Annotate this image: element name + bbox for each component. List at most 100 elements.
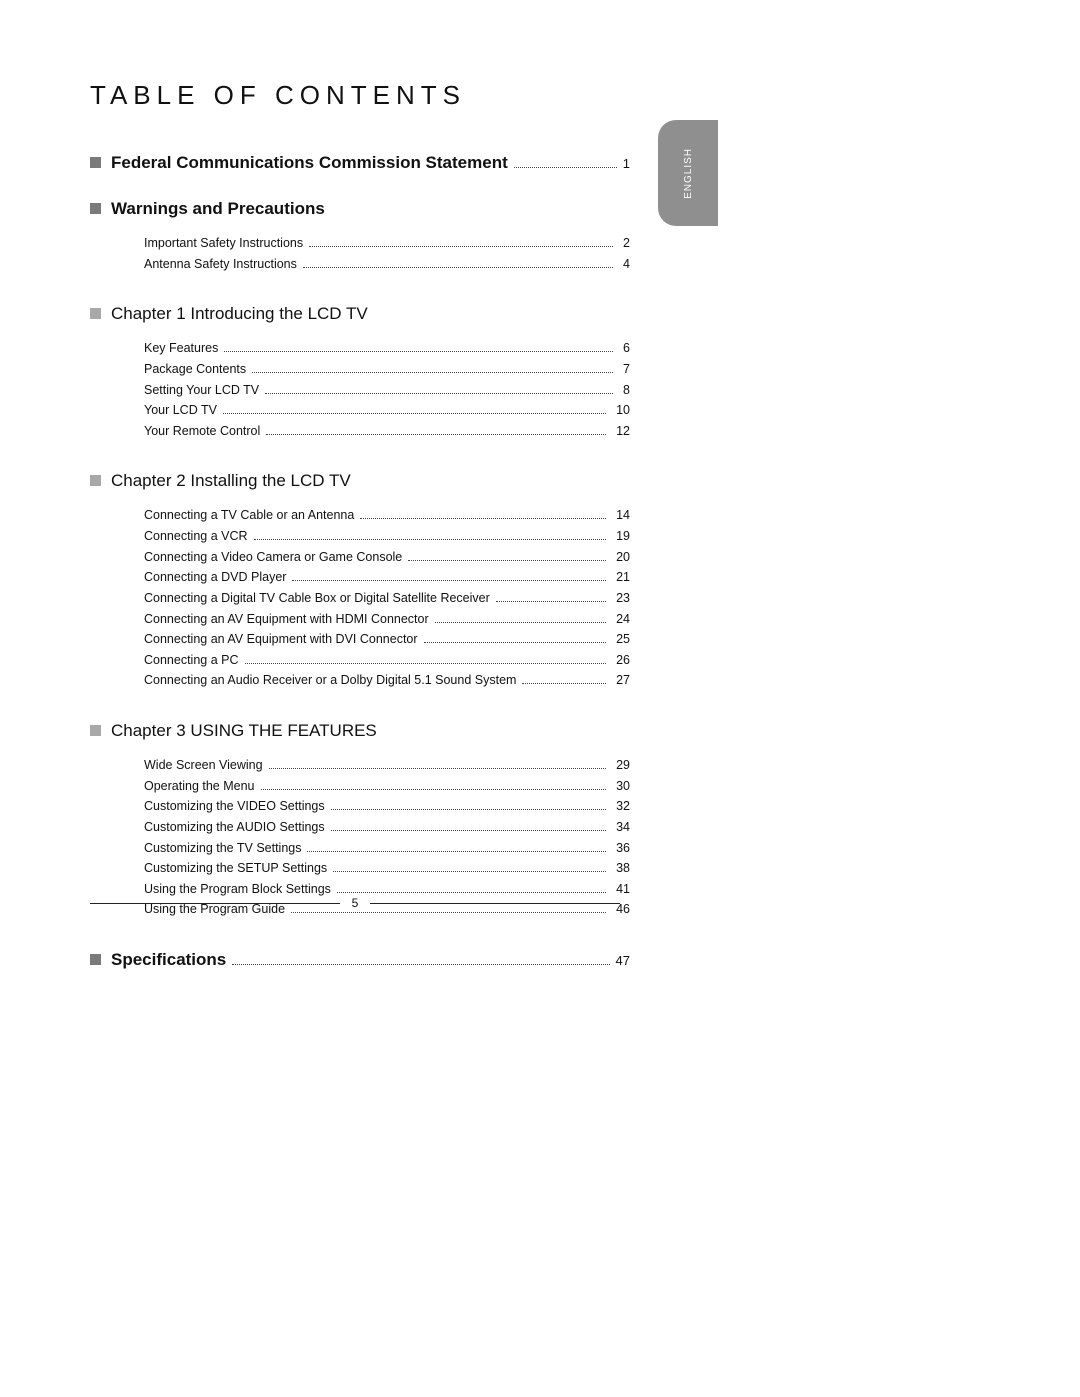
dot-leader	[254, 539, 607, 540]
dot-leader	[252, 372, 613, 373]
dot-leader	[292, 580, 606, 581]
toc-subitem-page: 2	[619, 233, 630, 254]
dot-leader	[424, 642, 607, 643]
bullet-icon	[90, 308, 101, 319]
toc-subitem: Connecting an AV Equipment with DVI Conn…	[144, 629, 630, 650]
toc-subitem: Connecting a VCR 19	[144, 526, 630, 547]
toc-subitem-page: 26	[612, 650, 630, 671]
footer-rule-left	[90, 903, 340, 904]
toc-section: Specifications 47	[90, 950, 630, 970]
toc-subitem-page: 14	[612, 505, 630, 526]
bullet-icon	[90, 954, 101, 965]
toc-section: Chapter 3 USING THE FEATURES	[90, 721, 630, 741]
toc-subitem-page: 7	[619, 359, 630, 380]
toc-subitem-label: Your Remote Control	[144, 421, 260, 442]
toc-subitem-page: 6	[619, 338, 630, 359]
toc-section: Federal Communications Commission Statem…	[90, 153, 630, 173]
dot-leader	[245, 663, 607, 664]
dot-leader	[265, 393, 613, 394]
toc-section-page: 47	[616, 953, 630, 968]
toc-section-page: 1	[623, 156, 630, 171]
toc-subitem-page: 29	[612, 755, 630, 776]
toc-subitem: Connecting an Audio Receiver or a Dolby …	[144, 670, 630, 691]
toc-section: Chapter 1 Introducing the LCD TV	[90, 304, 630, 324]
dot-leader	[291, 912, 606, 913]
dot-leader	[223, 413, 606, 414]
dot-leader	[435, 622, 606, 623]
bullet-icon	[90, 725, 101, 736]
toc-subitem: Connecting a TV Cable or an Antenna 14	[144, 505, 630, 526]
toc-subitem: Key Features 6	[144, 338, 630, 359]
toc-sublist: Connecting a TV Cable or an Antenna14Con…	[144, 505, 630, 691]
dot-leader	[307, 851, 606, 852]
page-number: 5	[340, 896, 371, 910]
toc-section: Chapter 2 Installing the LCD TV	[90, 471, 630, 491]
toc-subitem-page: 36	[612, 838, 630, 859]
toc-subitem-page: 30	[612, 776, 630, 797]
toc-section-title: Chapter 3 USING THE FEATURES	[111, 721, 377, 741]
toc-subitem: Customizing the VIDEO Settings32	[144, 796, 630, 817]
toc-section-title: Specifications	[111, 950, 226, 970]
toc-subitem: Connecting a PC 26	[144, 650, 630, 671]
toc-subitem-label: Connecting a VCR	[144, 526, 248, 547]
toc-subitem-page: 23	[612, 588, 630, 609]
toc-subitem-page: 34	[612, 817, 630, 838]
toc-sublist: Key Features6Package Contents7Setting Yo…	[144, 338, 630, 441]
toc-subitem-page: 8	[619, 380, 630, 401]
toc-subitem-page: 32	[612, 796, 630, 817]
toc-subitem-page: 19	[612, 526, 630, 547]
toc-section: Warnings and Precautions	[90, 199, 630, 219]
toc-subitem: Customizing the SETUP Settings38	[144, 858, 630, 879]
toc-subitem-label: Your LCD TV	[144, 400, 217, 421]
toc-subitem-label: Customizing the TV Settings	[144, 838, 301, 859]
toc-subitem-label: Operating the Menu	[144, 776, 255, 797]
toc-subitem-page: 27	[612, 670, 630, 691]
toc-subitem-label: Connecting an Audio Receiver or a Dolby …	[144, 670, 516, 691]
footer: 5	[90, 896, 620, 910]
page-title: TABLE OF CONTENTS	[90, 80, 630, 111]
language-tab: ENGLISH	[658, 120, 718, 226]
toc-subitem-label: Customizing the AUDIO Settings	[144, 817, 325, 838]
toc-subitem: Setting Your LCD TV 8	[144, 380, 630, 401]
dot-leader	[514, 167, 617, 168]
toc-subitem-label: Connecting an AV Equipment with DVI Conn…	[144, 629, 418, 650]
bullet-icon	[90, 475, 101, 486]
dot-leader	[232, 964, 609, 965]
toc-subitem-label: Customizing the SETUP Settings	[144, 858, 327, 879]
toc-section-title: Chapter 2 Installing the LCD TV	[111, 471, 351, 491]
toc-subitem: Customizing the AUDIO Settings 34	[144, 817, 630, 838]
toc-section-title: Chapter 1 Introducing the LCD TV	[111, 304, 368, 324]
toc-subitem-label: Key Features	[144, 338, 218, 359]
toc-subitem: Package Contents 7	[144, 359, 630, 380]
dot-leader	[303, 267, 613, 268]
dot-leader	[408, 560, 606, 561]
dot-leader	[333, 871, 606, 872]
toc-subitem-label: Wide Screen Viewing	[144, 755, 263, 776]
toc-subitem: Antenna Safety Instructions4	[144, 254, 630, 275]
page: ENGLISH TABLE OF CONTENTS Federal Commun…	[0, 0, 1080, 1397]
toc-section-title: Federal Communications Commission Statem…	[111, 153, 508, 173]
toc-subitem: Your Remote Control 12	[144, 421, 630, 442]
dot-leader	[331, 809, 606, 810]
table-of-contents: Federal Communications Commission Statem…	[90, 153, 630, 996]
toc-subitem: Wide Screen Viewing 29	[144, 755, 630, 776]
toc-subitem: Your LCD TV10	[144, 400, 630, 421]
toc-subitem-label: Important Safety Instructions	[144, 233, 303, 254]
toc-subitem-page: 12	[612, 421, 630, 442]
dot-leader	[266, 434, 606, 435]
toc-subitem: Connecting an AV Equipment with HDMI Con…	[144, 609, 630, 630]
toc-subitem-page: 4	[619, 254, 630, 275]
toc-subitem-label: Connecting a TV Cable or an Antenna	[144, 505, 354, 526]
toc-subitem-page: 21	[612, 567, 630, 588]
toc-subitem-label: Setting Your LCD TV	[144, 380, 259, 401]
toc-subitem-label: Connecting a Digital TV Cable Box or Dig…	[144, 588, 490, 609]
toc-subitem-page: 20	[612, 547, 630, 568]
dot-leader	[269, 768, 607, 769]
toc-subitem-label: Package Contents	[144, 359, 246, 380]
dot-leader	[360, 518, 606, 519]
toc-subitem-label: Connecting an AV Equipment with HDMI Con…	[144, 609, 429, 630]
toc-subitem-label: Connecting a PC	[144, 650, 239, 671]
dot-leader	[261, 789, 607, 790]
toc-subitem: Important Safety Instructions 2	[144, 233, 630, 254]
toc-subitem: Connecting a Digital TV Cable Box or Dig…	[144, 588, 630, 609]
